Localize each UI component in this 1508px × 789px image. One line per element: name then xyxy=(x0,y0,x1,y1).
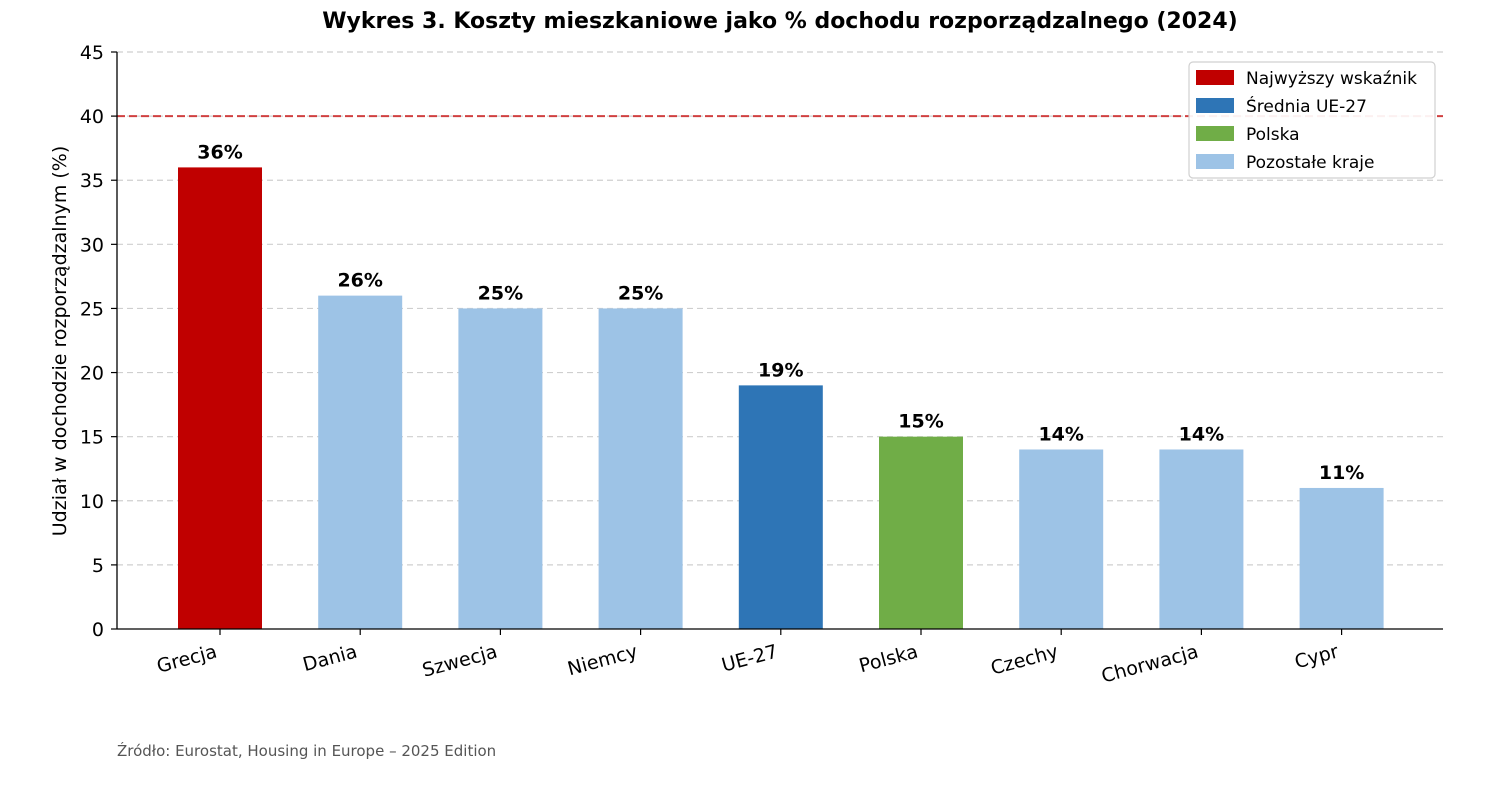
y-tick-label: 10 xyxy=(80,491,104,513)
legend-label: Polska xyxy=(1246,125,1300,145)
legend-swatch xyxy=(1196,70,1234,85)
bar-polska xyxy=(879,436,963,629)
source-note: Źródło: Eurostat, Housing in Europe – 20… xyxy=(117,741,496,760)
y-tick-label: 40 xyxy=(80,106,104,128)
x-tick-label: Grecja xyxy=(154,641,219,678)
bar-value-label: 14% xyxy=(1179,423,1224,445)
x-tick-label: UE-27 xyxy=(719,641,780,677)
bar-value-label: 36% xyxy=(197,141,242,163)
x-tick-label: Szwecja xyxy=(420,641,500,682)
legend-label: Średnia UE-27 xyxy=(1246,95,1367,117)
legend-swatch xyxy=(1196,98,1234,113)
x-tick-label: Dania xyxy=(300,641,359,677)
bar-value-label: 25% xyxy=(478,282,523,304)
chart-title: Wykres 3. Koszty mieszkaniowe jako % doc… xyxy=(322,9,1237,34)
bar-value-label: 26% xyxy=(337,270,382,292)
bar-cypr xyxy=(1299,487,1384,629)
bar-value-label: 15% xyxy=(898,411,943,433)
x-tick-label: Chorwacja xyxy=(1099,641,1201,688)
y-tick-label: 15 xyxy=(80,427,104,449)
bars xyxy=(178,167,1384,629)
legend-label: Pozostałe kraje xyxy=(1246,153,1374,173)
bar-dania xyxy=(318,295,403,629)
legend-swatch xyxy=(1196,154,1234,169)
y-tick-label: 25 xyxy=(80,298,104,320)
y-tick-label: 45 xyxy=(80,42,104,64)
y-tick-label: 30 xyxy=(80,234,104,256)
bar-value-label: 11% xyxy=(1319,462,1364,484)
bar-czechy xyxy=(1019,449,1104,629)
legend-frame xyxy=(1188,61,1436,179)
x-tick-label: Czechy xyxy=(988,641,1060,680)
bar-value-label: 19% xyxy=(758,359,803,381)
y-tick-label: 20 xyxy=(80,363,104,385)
x-tick-label: Cypr xyxy=(1292,641,1341,674)
legend-swatch xyxy=(1196,126,1234,141)
bar-value-labels: 36% 26% 25% 25% 19% 15% 14% 14% 11% xyxy=(197,141,1364,484)
y-axis-label: Udział w dochodzie rozporządzalnym (%) xyxy=(49,146,71,537)
bar-ue-27 xyxy=(738,385,823,629)
bar-grecja xyxy=(178,167,262,629)
legend: Najwyższy wskaźnik Średnia UE-27 Polska Poz… xyxy=(1188,61,1436,179)
x-tick-label: Polska xyxy=(857,641,921,678)
y-tick-label: 5 xyxy=(92,555,104,577)
bar-niemcy xyxy=(598,308,683,629)
y-tick-labels: 0 5 10 15 20 25 30 35 40 45 xyxy=(80,42,117,641)
bar-value-label: 25% xyxy=(618,282,663,304)
x-tick-label: Niemcy xyxy=(565,641,640,681)
y-tick-label: 0 xyxy=(92,619,104,641)
bar-szwecja xyxy=(458,308,543,629)
bar-chorwacja xyxy=(1159,449,1244,629)
y-tick-label: 35 xyxy=(80,170,104,192)
bar-value-label: 14% xyxy=(1038,423,1083,445)
x-tick-labels: Grecja Dania Szwecja Niemcy UE-27 Polska Czech… xyxy=(154,629,1343,688)
legend-label: Najwyższy wskaźnik xyxy=(1246,69,1417,89)
